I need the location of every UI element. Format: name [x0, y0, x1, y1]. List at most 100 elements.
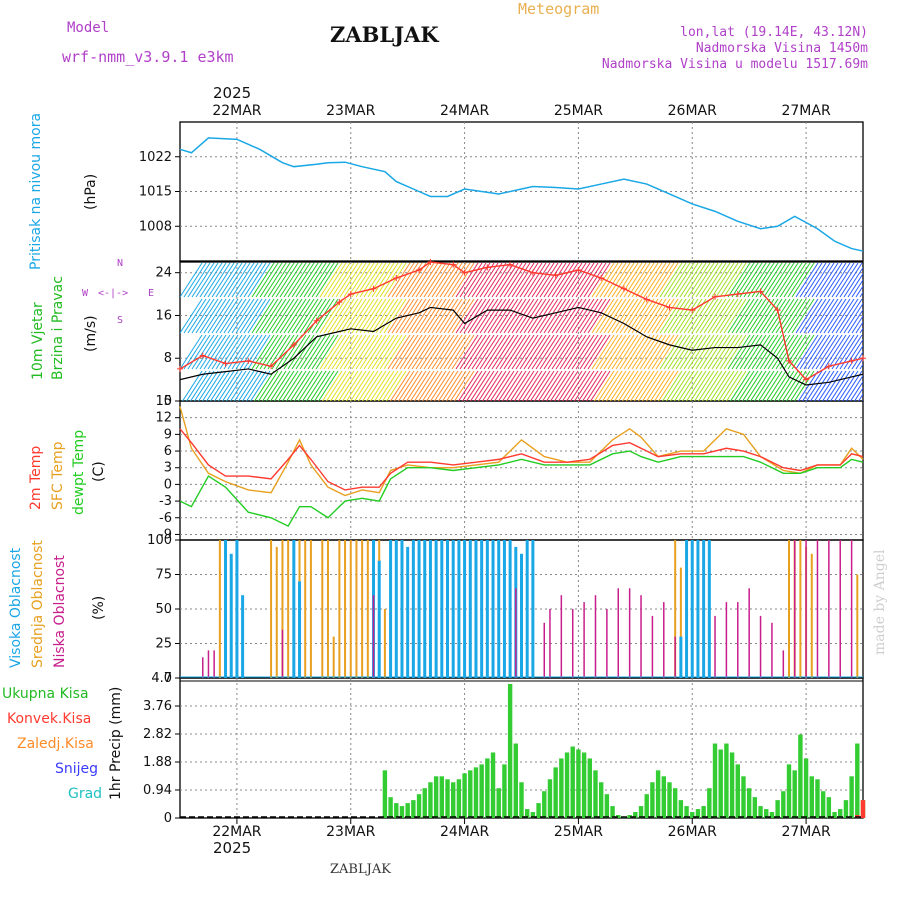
wind-barb: [723, 298, 747, 334]
wind-barb: [589, 370, 611, 401]
precip-bar: [712, 743, 718, 818]
wind-barb: [243, 298, 267, 334]
wind-barb: [263, 298, 287, 334]
wind-barb: [527, 334, 551, 370]
wind-barb: [221, 370, 243, 401]
cloud-bar: [485, 540, 489, 678]
wind-barb: [723, 334, 747, 370]
wind-barb: [283, 334, 307, 370]
legend-snijeg: Snijeg: [55, 761, 99, 777]
wind-barb: [545, 370, 567, 401]
wind-barb: [855, 285, 863, 298]
wind-barb: [503, 298, 527, 334]
wind-barb: [547, 298, 571, 334]
wind-barb: [213, 370, 235, 401]
wind-barb: [271, 334, 295, 370]
wind-barb: [653, 370, 675, 401]
wind-barb: [383, 334, 407, 370]
wind-barb: [749, 370, 771, 401]
wind-barb: [327, 334, 351, 370]
wind-barb: [795, 298, 819, 334]
wind-barb: [575, 262, 599, 298]
precip-bar: [553, 767, 558, 818]
wind-barb: [813, 370, 835, 401]
wind-barb: [735, 262, 759, 298]
wind-barb: [651, 334, 675, 370]
cloud-bar: [502, 540, 506, 678]
wind-barb: [625, 370, 647, 401]
wind-barb: [797, 370, 819, 401]
wind-barb: [845, 374, 863, 401]
wind-barb: [507, 298, 531, 334]
wind-barb: [571, 334, 595, 370]
wind-barb: [307, 334, 331, 370]
precip-bar: [832, 812, 837, 818]
cloud-bar: [406, 546, 410, 678]
wind-barb: [299, 334, 323, 370]
cloud-bar: [417, 540, 421, 678]
precip-bar: [724, 743, 729, 818]
wind-barb: [703, 262, 727, 298]
wind-barb: [229, 370, 251, 401]
cloud-bar: [690, 540, 694, 678]
wind-barb: [815, 298, 839, 334]
wind-barb: [707, 262, 731, 298]
wind-barb: [507, 334, 531, 370]
wind-barb: [287, 262, 311, 298]
wind-barb: [251, 262, 275, 298]
wind-barb: [717, 370, 739, 401]
wind-gust-marker: [290, 341, 297, 348]
wind-barb: [559, 298, 583, 334]
wind-barb: [369, 370, 391, 401]
wind-barb: [719, 298, 743, 334]
wind-barb: [819, 298, 843, 334]
wind-barb: [525, 370, 547, 401]
wind-barb: [191, 334, 215, 370]
wind-barb: [495, 262, 519, 298]
wind-barb: [663, 262, 687, 298]
wind-barb: [571, 262, 595, 298]
wind-barb: [381, 370, 403, 401]
precip-bar: [388, 797, 393, 818]
precip-bar: [530, 812, 536, 818]
wind-barb: [275, 298, 299, 334]
elevation-text: Nadmorska Visina 1450m: [695, 41, 868, 56]
wind-barb: [487, 298, 511, 334]
wind-barb: [241, 370, 263, 401]
wind-barb: [223, 298, 247, 334]
cloud-bar: [525, 540, 529, 678]
cloud-bar: [759, 615, 762, 678]
wind-barb: [203, 334, 227, 370]
wind-barb: [531, 334, 555, 370]
wind-barb: [667, 298, 691, 334]
wind-barb: [763, 298, 787, 334]
wind-barb: [347, 298, 371, 334]
wind-barb: [371, 298, 395, 334]
wind-barb: [663, 334, 687, 370]
wind-barb: [467, 334, 491, 370]
cloud-bar: [287, 540, 290, 678]
wind-barb: [779, 298, 803, 334]
cloud-bar: [640, 595, 642, 678]
precip-bar: [792, 770, 797, 818]
cloud-bar: [270, 540, 273, 678]
wind-barb: [457, 370, 479, 401]
wind-barb: [835, 298, 859, 334]
wind-gust-marker: [336, 299, 343, 306]
wind-barb: [835, 262, 859, 298]
wind-gust-marker: [347, 291, 354, 298]
wind-barb: [711, 334, 735, 370]
wind-barb: [557, 370, 579, 401]
wind-barb: [291, 298, 315, 334]
y-tick-label: 2.82: [143, 727, 172, 742]
temp-dew-line: [179, 450, 864, 528]
compass-south: S: [117, 315, 124, 326]
wind-barb: [619, 298, 643, 334]
wind-barb: [681, 370, 703, 401]
wind-barb: [807, 262, 831, 298]
wind-barb: [180, 298, 203, 334]
wind-barb: [423, 262, 447, 298]
precip-bar: [439, 776, 445, 818]
wind-barb: [187, 298, 211, 334]
wind-barb: [319, 298, 343, 334]
